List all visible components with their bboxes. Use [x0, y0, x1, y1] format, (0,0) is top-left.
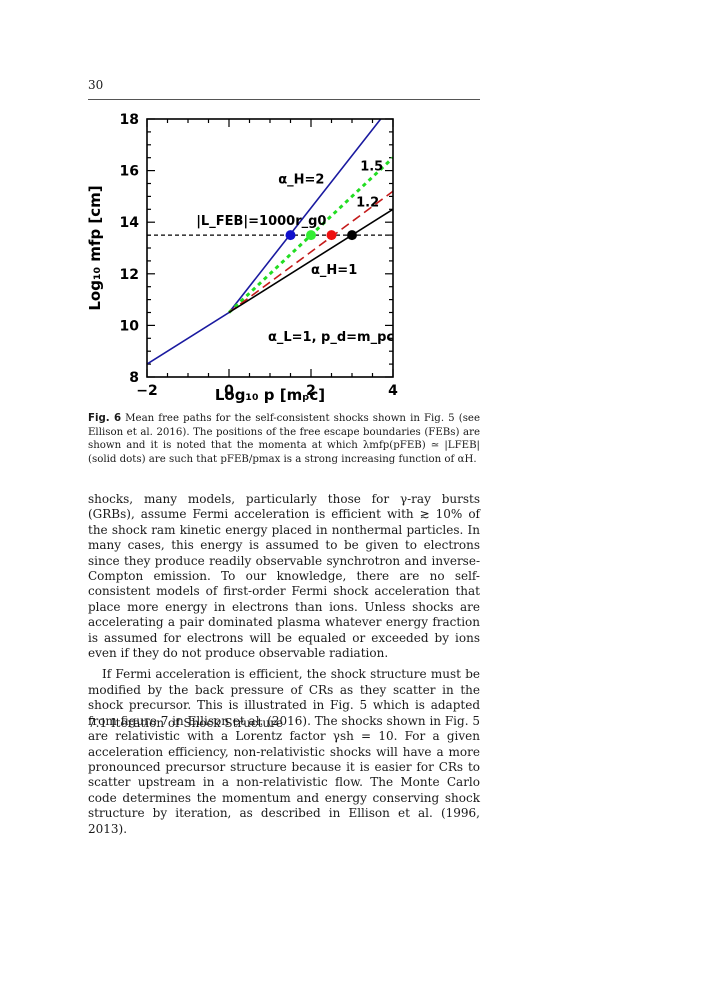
y-tick-label: 8 — [129, 370, 139, 386]
mfp-chart: −2 0 2 4 8 10 12 14 16 18 |L_FEB|=1000r_g0 α_H=2 1… — [86, 112, 399, 404]
x-tick-label: −2 — [136, 383, 157, 399]
y-tick-label: 14 — [120, 215, 140, 231]
caption-text: Mean free paths for the self-consistent … — [88, 413, 480, 465]
annotations-layer: α_H=2 1.5 1.2 α_H=1 α_L=1, p_d=m_pc — [268, 160, 394, 345]
y-tick-label: 12 — [120, 267, 139, 283]
tick-labels: −2 0 2 4 8 10 12 14 16 18 — [120, 112, 399, 399]
series-line — [147, 119, 382, 365]
y-tick-label: 10 — [120, 318, 140, 334]
paragraph-2: If Fermi acceleration is efficient, the … — [88, 667, 480, 836]
x-tick-label: 2 — [306, 383, 316, 399]
figure-label: Fig. 6 — [88, 413, 122, 424]
feb-point — [326, 230, 337, 241]
section-heading: 7.1 Iteration of Shock Structure — [88, 716, 283, 730]
page-number: 30 — [88, 78, 104, 92]
chart-annotation: α_H=2 — [278, 173, 324, 188]
figure-caption: Fig. 6 Mean free paths for the self-consi… — [88, 412, 480, 466]
feb-label: |L_FEB|=1000r_g0 — [196, 214, 326, 229]
x-tick-label: 4 — [388, 383, 398, 399]
header-rule — [88, 99, 480, 100]
series-line — [228, 190, 393, 314]
plot-frame — [146, 118, 394, 378]
y-tick-label: 16 — [120, 164, 139, 180]
body-text: shocks, many models, particularly those … — [88, 492, 480, 843]
y-axis-label: Log₁₀ mfp [cm] — [86, 185, 104, 310]
chart-annotation: 1.5 — [360, 160, 383, 175]
x-axis-label: Log₁₀ p [mₚc] — [215, 386, 325, 404]
series-line — [228, 208, 393, 314]
points-layer — [285, 230, 357, 241]
feb-point — [347, 230, 357, 241]
series-layer — [147, 119, 393, 365]
paragraph-1: shocks, many models, particularly those … — [88, 492, 480, 661]
y-tick-label: 18 — [120, 112, 139, 128]
feb-point — [285, 230, 296, 241]
chart-annotation: 1.2 — [356, 196, 379, 211]
x-tick-label: 0 — [224, 383, 234, 399]
feb-point — [306, 230, 316, 241]
chart-annotation: α_L=1, p_d=m_pc — [268, 330, 394, 345]
chart-annotation: α_H=1 — [311, 263, 357, 278]
